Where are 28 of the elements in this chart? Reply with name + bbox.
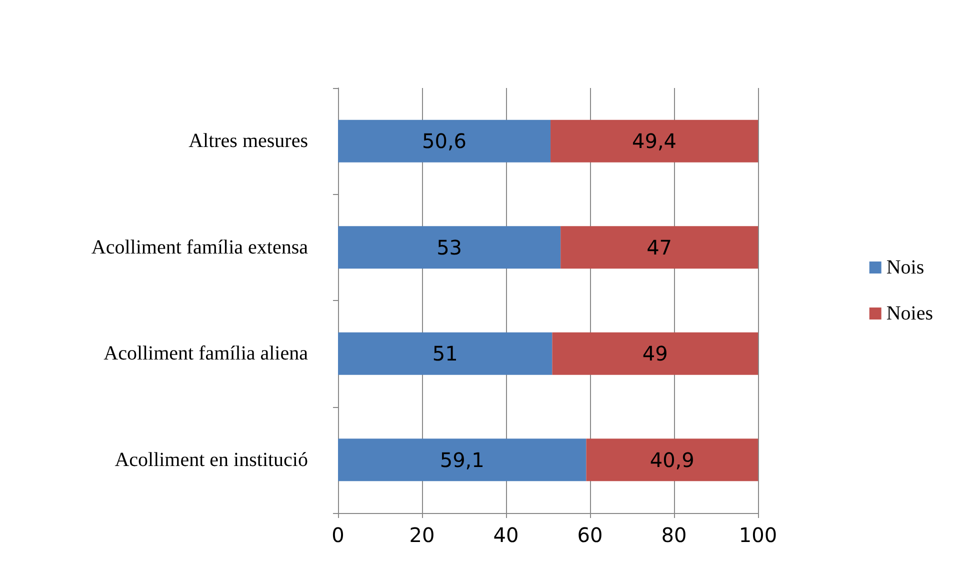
y-tick-label: Acolliment família extensa [91, 236, 308, 258]
bar [338, 332, 552, 375]
data-label: 49 [642, 342, 668, 366]
legend-label: Nois [886, 256, 924, 278]
y-tick-label: Altres mesures [188, 130, 308, 152]
bar [550, 120, 758, 162]
y-tick-label: Acolliment família aliena [104, 342, 308, 365]
data-label: 49,4 [632, 129, 677, 154]
data-label: 50,6 [422, 129, 467, 154]
y-tick-label: Acolliment en institució [114, 448, 308, 471]
x-tick-label: 40 [493, 523, 519, 547]
bar [338, 438, 586, 482]
bar [338, 120, 551, 162]
data-label: 59,1 [440, 448, 484, 472]
data-label: 51 [432, 342, 458, 366]
x-tick-label: 0 [332, 523, 344, 547]
bar [338, 226, 561, 269]
legend-label: Noies [886, 302, 934, 324]
x-tick-label: 100 [738, 523, 778, 547]
data-label: 53 [436, 235, 462, 260]
x-tick-label: 20 [409, 523, 435, 547]
data-label: 40,9 [650, 448, 694, 472]
bar [552, 332, 758, 375]
bar [586, 438, 758, 482]
x-tick-label: 60 [577, 523, 603, 547]
bar [560, 226, 758, 269]
x-tick-label: 80 [661, 523, 687, 547]
data-label: 47 [646, 235, 672, 260]
